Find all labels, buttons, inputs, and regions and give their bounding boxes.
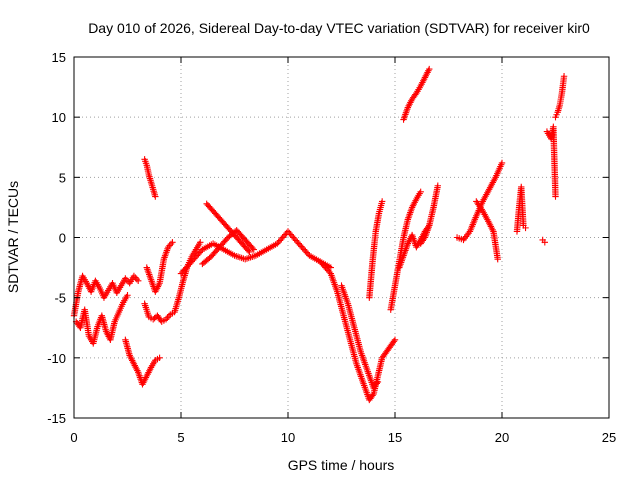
data-point-interp [245, 247, 252, 254]
data-point [494, 255, 501, 263]
data-point-interp [164, 314, 171, 321]
data-point [391, 336, 399, 343]
data-point [522, 224, 529, 232]
series-group [338, 282, 382, 392]
series-group [453, 159, 506, 244]
y-tick-label: 15 [52, 50, 66, 65]
y-tick-label: -5 [54, 291, 66, 306]
data-point [197, 239, 204, 246]
data-point-interp [369, 392, 376, 399]
series-group [316, 258, 399, 404]
data-point [250, 246, 257, 253]
data-point [560, 73, 568, 80]
data-point-interp [133, 276, 140, 283]
axis-ticks: 0 5 10 15 20 25 -15 -10 -5 0 5 10 15 [47, 50, 616, 445]
series-group [543, 123, 559, 200]
grid [74, 57, 609, 418]
data-point [152, 193, 159, 200]
data-point [541, 239, 548, 246]
x-axis-label: GPS time / hours [288, 457, 395, 473]
series-group [122, 336, 163, 388]
y-axis-label: SDTVAR / TECUs [5, 181, 21, 293]
y-tick-label: 5 [59, 170, 66, 185]
data-marks [70, 65, 568, 404]
data-point-interp [249, 244, 256, 252]
data-point-interp [167, 240, 175, 248]
data-point [498, 159, 506, 167]
y-tick-label: 10 [52, 110, 66, 125]
data-point [374, 378, 382, 386]
data-point-interp [390, 338, 398, 345]
x-tick-label: 10 [281, 430, 295, 445]
series-group [387, 188, 424, 313]
chart-title: Day 010 of 2026, Sidereal Day-to-day VTE… [88, 20, 590, 36]
data-point [124, 292, 131, 299]
data-point [426, 65, 433, 73]
series-group [366, 198, 386, 301]
data-point [246, 248, 253, 256]
x-tick-label: 20 [495, 430, 509, 445]
series-group [552, 73, 568, 121]
data-point-interp [326, 268, 333, 276]
series-group [70, 272, 142, 319]
data-point [434, 182, 441, 189]
data-point-interp [412, 91, 419, 98]
series-group [473, 198, 501, 263]
series-group [143, 239, 176, 295]
data-point [156, 354, 163, 362]
data-point [169, 239, 176, 246]
y-tick-label: -15 [47, 411, 66, 426]
series-group [539, 236, 548, 246]
series-group [417, 182, 441, 247]
data-point [552, 193, 559, 200]
data-point [135, 277, 142, 285]
data-point [417, 188, 424, 195]
x-tick-label: 25 [602, 430, 616, 445]
x-tick-label: 15 [388, 430, 402, 445]
series-group [177, 228, 334, 277]
x-tick-label: 5 [177, 430, 184, 445]
data-point-interp [373, 380, 381, 387]
series-group [141, 156, 159, 200]
series-group [199, 227, 257, 268]
series-group [72, 292, 131, 347]
y-tick-label: 0 [59, 231, 66, 246]
x-tick-label: 0 [70, 430, 77, 445]
series-group [513, 183, 529, 235]
data-point [378, 198, 386, 205]
data-point-interp [420, 235, 428, 243]
series-group [400, 65, 433, 123]
data-point-interp [165, 312, 173, 320]
y-tick-label: -10 [47, 351, 66, 366]
series-group [141, 239, 204, 325]
series-group [203, 200, 253, 256]
